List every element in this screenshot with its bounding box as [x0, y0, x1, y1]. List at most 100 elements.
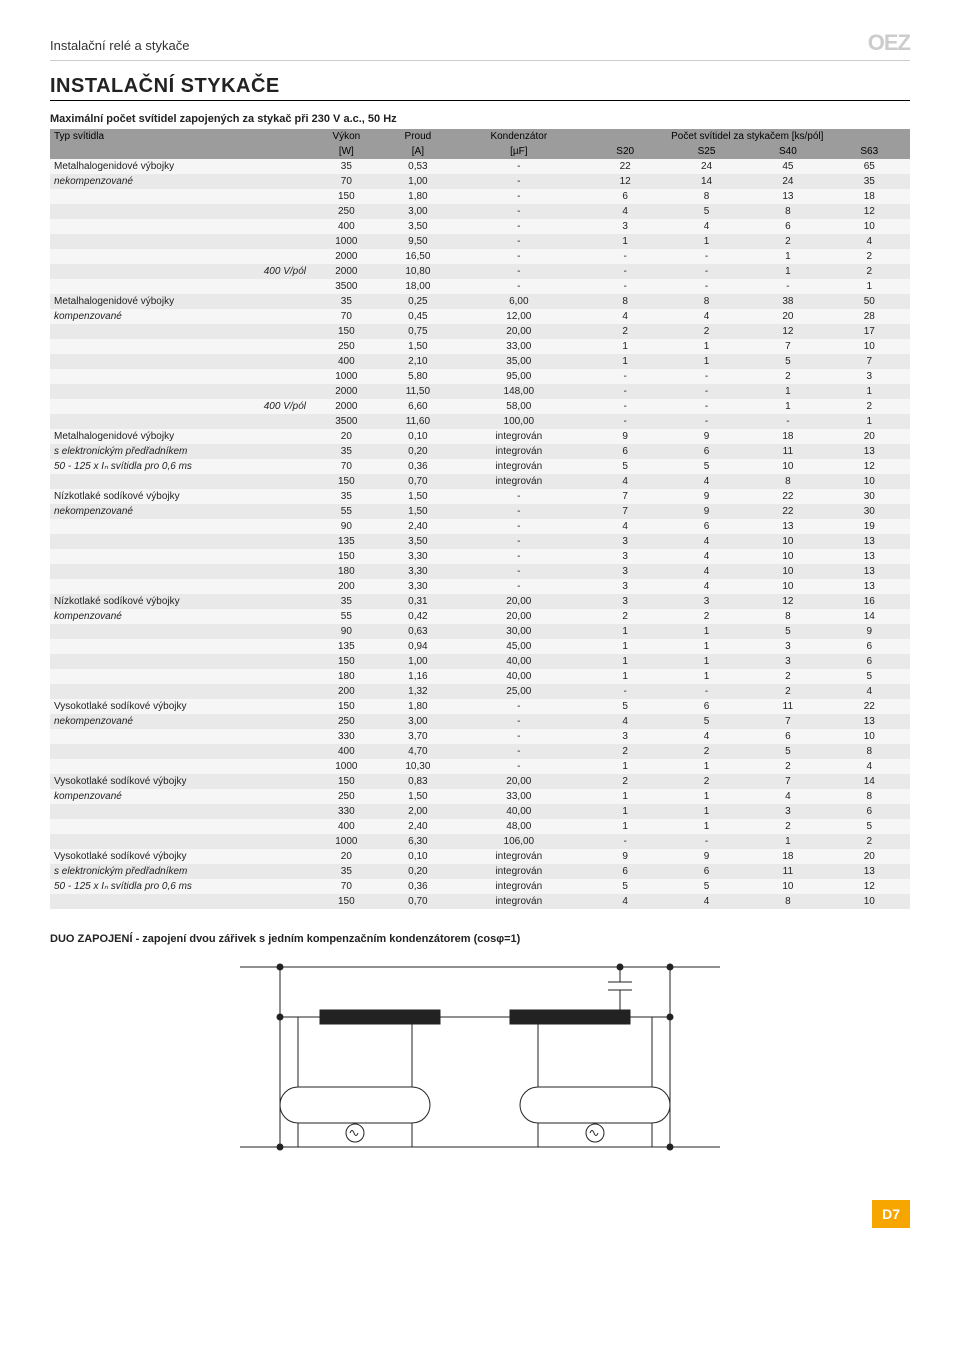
table-row: 4004,70-2258: [50, 744, 910, 759]
cell: -: [453, 699, 584, 714]
cell: 40,00: [453, 669, 584, 684]
cell: 180: [310, 564, 383, 579]
cell: 11,50: [383, 384, 453, 399]
row-label: [50, 264, 250, 279]
cell: 1,50: [383, 789, 453, 804]
table-row: 200016,50---12: [50, 249, 910, 264]
cell: 6,30: [383, 834, 453, 849]
cell: 9: [585, 849, 666, 864]
cell: 250: [310, 204, 383, 219]
row-label: 50 - 125 x Iₙ svítidla pro 0,6 ms: [50, 879, 250, 894]
cell: 9: [666, 504, 747, 519]
table-row: kompenzované550,4220,0022814: [50, 609, 910, 624]
cell: 2000: [310, 264, 383, 279]
cell: 148,00: [453, 384, 584, 399]
cell: 70: [310, 879, 383, 894]
table-row: 350011,60100,00---1: [50, 414, 910, 429]
cell: 35: [829, 174, 910, 189]
row-label: [50, 204, 250, 219]
cell: 2,40: [383, 519, 453, 534]
cell: 1000: [310, 234, 383, 249]
row-label: [50, 414, 250, 429]
cell: [250, 654, 310, 669]
cell: 20: [310, 429, 383, 444]
cell: 6: [829, 804, 910, 819]
cell: 1,00: [383, 174, 453, 189]
page-title: INSTALAČNÍ STYKAČE: [50, 75, 910, 98]
cell: [250, 834, 310, 849]
cell: 7: [747, 339, 828, 354]
col-proud: Proud: [383, 129, 453, 144]
cell: -: [453, 549, 584, 564]
cell: 8: [747, 609, 828, 624]
cell: 3: [585, 594, 666, 609]
cell: [250, 594, 310, 609]
cell: -: [453, 489, 584, 504]
cell: [250, 474, 310, 489]
cell: 14: [666, 174, 747, 189]
cell: 4: [829, 759, 910, 774]
cell: 1: [585, 759, 666, 774]
cell: 2,10: [383, 354, 453, 369]
cell: -: [453, 714, 584, 729]
title-rule: [50, 100, 910, 101]
cell: 2: [585, 609, 666, 624]
row-label: nekompenzované: [50, 714, 250, 729]
cell: 150: [310, 654, 383, 669]
cell: -: [453, 264, 584, 279]
cell: 5: [829, 669, 910, 684]
cell: 3: [585, 549, 666, 564]
cell: [250, 759, 310, 774]
cell: [250, 219, 310, 234]
cell: 400 V/pól: [250, 399, 310, 414]
row-label: Metalhalogenidové výbojky: [50, 429, 250, 444]
row-label: [50, 654, 250, 669]
row-label: [50, 249, 250, 264]
cell: 13: [829, 534, 910, 549]
duo-diagram: [220, 957, 740, 1162]
cell: 4: [666, 534, 747, 549]
cell: 0,36: [383, 459, 453, 474]
row-label: [50, 279, 250, 294]
cell: 5: [585, 699, 666, 714]
cell: [250, 294, 310, 309]
table-row: 902,40-461319: [50, 519, 910, 534]
cell: 5: [585, 459, 666, 474]
cell: 55: [310, 504, 383, 519]
cell: 0,94: [383, 639, 453, 654]
table-row: 4003,50-34610: [50, 219, 910, 234]
cell: 2000: [310, 399, 383, 414]
cell: [250, 414, 310, 429]
cell: 3: [747, 804, 828, 819]
cell: 2: [747, 669, 828, 684]
row-label: [50, 549, 250, 564]
cell: 100,00: [453, 414, 584, 429]
cell: -: [453, 519, 584, 534]
row-label: [50, 519, 250, 534]
cell: [250, 879, 310, 894]
cell: 4: [585, 204, 666, 219]
cell: 12: [829, 879, 910, 894]
cell: 400: [310, 354, 383, 369]
cell: -: [585, 369, 666, 384]
cell: 5: [666, 204, 747, 219]
cell: 5: [747, 354, 828, 369]
cell: 1: [666, 654, 747, 669]
cell: 1,50: [383, 504, 453, 519]
cell: 400: [310, 819, 383, 834]
cell: [250, 309, 310, 324]
cell: integrován: [453, 444, 584, 459]
cell: -: [666, 684, 747, 699]
cell: 1: [666, 639, 747, 654]
cell: 35,00: [453, 354, 584, 369]
cell: 1: [585, 789, 666, 804]
cell: 2: [747, 369, 828, 384]
cell: 4: [666, 894, 747, 909]
cell: 4: [585, 894, 666, 909]
cell: 30: [829, 489, 910, 504]
cell: -: [666, 249, 747, 264]
cell: 3500: [310, 279, 383, 294]
cell: -: [453, 219, 584, 234]
cell: 35: [310, 159, 383, 174]
row-label: Metalhalogenidové výbojky: [50, 159, 250, 174]
